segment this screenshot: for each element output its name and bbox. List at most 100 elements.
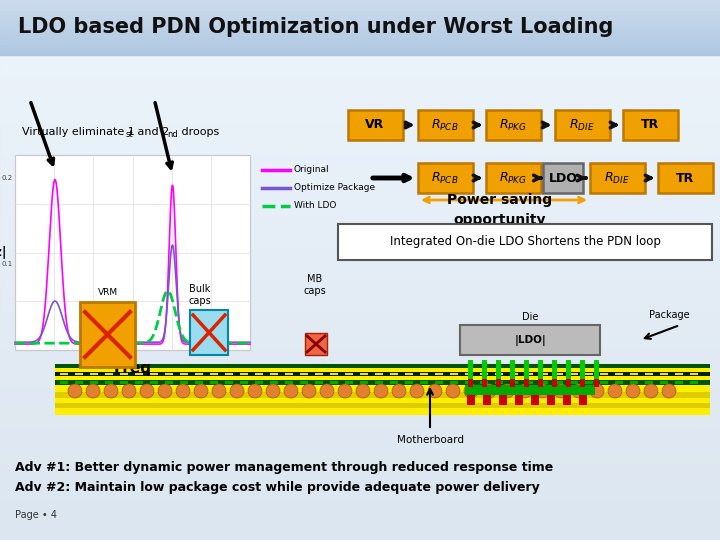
Bar [0, 456, 720, 457]
Bar [0, 271, 720, 272]
Text: TR: TR [641, 118, 659, 132]
Bar [0, 157, 720, 158]
Bar [0, 126, 720, 127]
Bar [0, 167, 720, 168]
Bar [0, 342, 720, 343]
Bar [0, 428, 720, 429]
Bar [468, 360, 473, 380]
Bar [0, 230, 720, 231]
Bar [0, 120, 720, 121]
Bar [55, 364, 710, 368]
Bar [55, 398, 710, 403]
Bar [0, 224, 720, 225]
Bar [566, 360, 571, 380]
Bar [195, 373, 203, 375]
Bar [0, 217, 720, 218]
Bar [0, 484, 720, 485]
Bar [0, 245, 720, 246]
Bar [0, 50, 720, 51]
Bar [0, 444, 720, 445]
Bar [0, 347, 720, 348]
Bar [0, 318, 720, 319]
Bar [0, 448, 720, 449]
Bar [0, 12, 720, 13]
Bar [0, 166, 720, 167]
Bar [55, 385, 710, 392]
Bar [0, 109, 720, 110]
Bar [0, 113, 720, 114]
Bar [0, 404, 720, 405]
Bar [0, 508, 720, 509]
FancyBboxPatch shape [338, 224, 712, 260]
Bar [0, 335, 720, 336]
Bar [0, 187, 720, 188]
Bar [0, 270, 720, 271]
Bar [0, 416, 720, 417]
Bar [375, 381, 383, 384]
Bar [0, 53, 720, 54]
Bar [0, 56, 720, 57]
Bar [0, 116, 720, 117]
Bar [0, 333, 720, 334]
Bar [0, 208, 720, 209]
Bar [0, 90, 720, 91]
Bar [0, 85, 720, 86]
Bar [0, 279, 720, 280]
Bar [0, 16, 720, 17]
Bar [0, 251, 720, 252]
Bar [0, 532, 720, 533]
Bar [552, 379, 557, 387]
Text: LDO based PDN Optimization under Worst Loading: LDO based PDN Optimization under Worst L… [18, 17, 613, 37]
Bar [482, 360, 487, 380]
Bar [524, 360, 529, 380]
Bar [420, 381, 428, 384]
Bar [0, 198, 720, 199]
Bar [0, 96, 720, 97]
Bar [0, 202, 720, 203]
Text: Motherboard: Motherboard [397, 435, 464, 445]
Bar [165, 373, 173, 375]
Bar [0, 51, 720, 52]
Bar [0, 143, 720, 144]
Bar [570, 373, 578, 375]
Bar [300, 381, 308, 384]
Bar [0, 435, 720, 436]
Bar [0, 337, 720, 338]
Bar [0, 89, 720, 90]
Bar [0, 495, 720, 496]
Bar [0, 3, 720, 4]
Bar [615, 373, 623, 375]
Bar [55, 376, 710, 380]
Text: $R_{PCB}$: $R_{PCB}$ [431, 117, 459, 132]
Bar [405, 373, 413, 375]
Bar [0, 451, 720, 452]
Bar [345, 381, 353, 384]
Bar [0, 533, 720, 534]
Bar [0, 378, 720, 379]
Circle shape [212, 384, 226, 398]
Bar [0, 383, 720, 384]
Bar [305, 333, 327, 355]
Bar [0, 490, 720, 491]
Bar [0, 364, 720, 365]
Bar [0, 123, 720, 124]
Bar [0, 40, 720, 41]
Bar [0, 142, 720, 143]
Bar [552, 360, 557, 380]
Bar [0, 75, 720, 76]
Circle shape [122, 384, 136, 398]
Circle shape [536, 384, 550, 398]
Bar [580, 379, 585, 387]
Circle shape [338, 384, 352, 398]
Bar [0, 305, 720, 306]
Circle shape [464, 384, 478, 398]
Bar [0, 260, 720, 261]
Bar [15, 155, 250, 350]
Bar [0, 15, 720, 16]
Bar [60, 373, 68, 375]
Bar [0, 363, 720, 364]
Bar [465, 381, 473, 384]
Bar [0, 413, 720, 414]
Bar [0, 528, 720, 529]
Bar [510, 360, 515, 380]
